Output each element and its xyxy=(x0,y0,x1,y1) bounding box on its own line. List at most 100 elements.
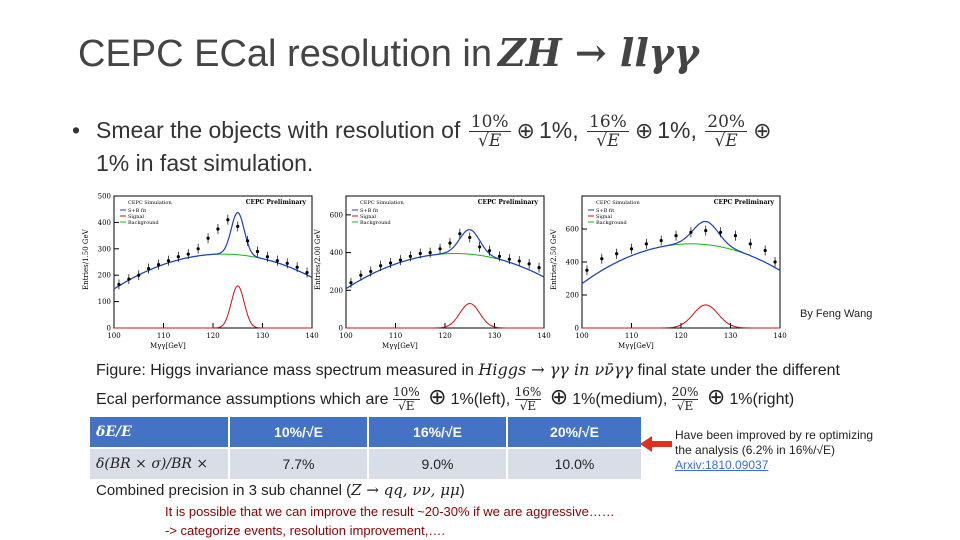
fraction-denominator: √E xyxy=(519,399,537,414)
legend-entry: S+B fit xyxy=(128,208,146,214)
data-point xyxy=(527,262,531,266)
constant-term: 1%, xyxy=(538,117,579,143)
bullet-dot: • xyxy=(72,117,81,143)
fraction-numerator: 16% xyxy=(514,385,542,401)
table-row: δ(BR × σ)/BR × 7.7% 9.0% 10.0% xyxy=(90,449,641,479)
data-point xyxy=(398,258,403,262)
fraction-numerator: 20% xyxy=(671,385,699,401)
figure-caption-line-2: Ecal performance assumptions which are 1… xyxy=(96,385,794,413)
data-point xyxy=(615,252,619,256)
y-tick-label: 600 xyxy=(566,226,579,234)
y-axis-label: Entries/1.50 GeV xyxy=(82,228,90,290)
table-header-row: δE/E 10%/√E 16%/√E 20%/√E xyxy=(90,417,641,447)
plot-left-svg: 100 110 120 130 1400100200300400500Mγγ[GeV]E… xyxy=(82,193,319,351)
oplus-symbol: ⊕ xyxy=(753,119,772,144)
data-point xyxy=(156,263,161,267)
legend-entry: Background xyxy=(596,220,628,226)
data-point xyxy=(275,259,279,263)
caption-fraction-2: 16% √E xyxy=(514,385,542,414)
fraction-denominator: √E xyxy=(714,131,738,152)
data-point xyxy=(295,265,299,269)
data-point xyxy=(369,269,373,274)
data-point xyxy=(478,245,482,249)
caption-text-end: final state under the different xyxy=(637,362,840,379)
data-point xyxy=(773,260,777,264)
plot-tag: CEPC Simulation xyxy=(596,200,640,206)
caption-fraction-3: 20% √E xyxy=(671,385,699,414)
data-point xyxy=(186,252,190,256)
data-point xyxy=(468,235,472,240)
fraction-numerator: 10% xyxy=(393,385,420,401)
oplus-symbol: ⊕ xyxy=(428,385,447,410)
data-point xyxy=(206,236,210,240)
y-tick-label: 500 xyxy=(98,193,111,201)
background-curve xyxy=(581,243,781,284)
x-axis-label: Mγγ[GeV] xyxy=(618,342,654,350)
x-axis-label: Mγγ[GeV] xyxy=(150,342,186,350)
data-point xyxy=(166,259,171,263)
x-tick-label: 120 xyxy=(674,332,687,340)
data-point xyxy=(359,273,363,277)
slide-title: CEPC ECal resolution in ZH → llγγ xyxy=(78,30,699,76)
aggressive-line-2: -> categorize events, resolution improve… xyxy=(165,523,445,538)
table-header-cell: 10%/√E xyxy=(230,417,367,447)
x-tick-label: 120 xyxy=(206,332,219,340)
background-curve xyxy=(113,253,313,290)
data-point xyxy=(255,249,260,254)
x-axis-label: Mγγ[GeV] xyxy=(382,342,418,350)
y-tick-label: 400 xyxy=(98,219,111,227)
y-tick-label: 0 xyxy=(339,325,343,333)
constant-term: 1%, xyxy=(657,117,697,143)
data-point xyxy=(517,259,521,263)
slide-title-text: CEPC ECal resolution in xyxy=(78,33,492,75)
background-curve xyxy=(345,253,545,290)
data-point xyxy=(196,247,200,251)
left-arrow-icon xyxy=(640,436,672,457)
data-point xyxy=(458,232,462,236)
fraction-denominator: √E xyxy=(676,399,694,414)
fraction-denominator: √E xyxy=(398,399,415,414)
signal-curve xyxy=(346,302,544,329)
legend-entry: S+B fit xyxy=(596,208,614,214)
fraction-denominator: √E xyxy=(596,131,620,152)
table-header-cell: 20%/√E xyxy=(508,417,641,447)
y-tick-label: 100 xyxy=(98,298,111,306)
data-point xyxy=(418,251,422,256)
combined-precision: Combined precision in 3 sub channel (Z →… xyxy=(96,481,465,499)
data-point xyxy=(305,270,309,275)
table-header-cell: 16%/√E xyxy=(369,417,506,447)
data-point xyxy=(137,273,141,277)
plot-left: 100 110 120 130 140 0 100 200 300 400 500 Mγγ[GeV] E… xyxy=(80,190,320,351)
slide-title-math: ZH → llγγ xyxy=(497,30,699,75)
resolution-fraction-1: 10% √E xyxy=(468,113,511,150)
data-point xyxy=(600,257,604,261)
x-tick-label: 100 xyxy=(575,332,588,340)
caption-term-left: 1%(left), xyxy=(450,391,511,408)
combined-close: ) xyxy=(459,482,465,499)
x-tick-label: 140 xyxy=(305,332,318,340)
bullet-line-1: • Smear the objects with resolution of 1… xyxy=(72,110,872,152)
data-point xyxy=(748,242,752,246)
arxiv-link[interactable]: Arxiv:1810.09037 xyxy=(675,458,769,472)
data-point xyxy=(674,234,678,238)
aggressive-note: It is possible that we can improve the r… xyxy=(165,502,615,540)
data-point xyxy=(629,247,634,251)
data-point xyxy=(689,230,693,234)
legend-entry: Background xyxy=(128,220,160,226)
aggressive-line-1: It is possible that we can improve the r… xyxy=(165,504,615,519)
data-point xyxy=(388,261,393,265)
x-tick-label: 140 xyxy=(773,332,786,340)
data-point xyxy=(117,282,121,287)
caption-term-medium: 1%(medium), xyxy=(572,391,668,408)
resolution-table: δE/E 10%/√E 16%/√E 20%/√E δ(BR × σ)/BR ×… xyxy=(88,415,643,481)
signal-curve xyxy=(114,285,312,329)
resolution-fraction-3: 20% √E xyxy=(705,113,748,152)
bullet-text: Smear the objects with resolution of xyxy=(96,117,461,143)
x-tick-label: 110 xyxy=(157,332,170,340)
data-point xyxy=(763,248,767,253)
x-tick-label: 110 xyxy=(625,332,638,340)
y-tick-label: 600 xyxy=(330,211,343,219)
data-point xyxy=(246,239,250,243)
oplus-symbol: ⊕ xyxy=(634,119,654,144)
data-point xyxy=(127,277,131,281)
